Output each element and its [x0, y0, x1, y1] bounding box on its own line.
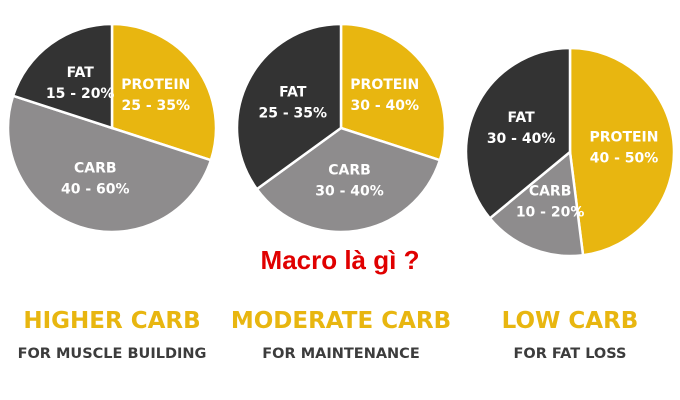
slice-label-name: FAT	[279, 84, 307, 100]
pie-chart-higher-carb: PROTEIN 25 - 35% CARB 40 - 60% FAT 15 - 20% HI…	[6, 22, 218, 362]
slice-label-name: PROTEIN	[590, 130, 659, 146]
slice-label-name: CARB	[74, 160, 117, 176]
pie-slice-fat	[11, 22, 114, 130]
slice-label-name: PROTEIN	[121, 77, 190, 93]
chart-subtitle: FOR FAT LOSS	[513, 346, 626, 362]
pie-slice-carb	[488, 149, 585, 258]
slice-label-range: 25 - 35%	[259, 105, 328, 121]
chart-title: HIGHER CARB	[23, 308, 200, 334]
slice-label-range: 10 - 20%	[516, 204, 585, 220]
pie-slice-fat	[464, 46, 572, 221]
slice-label-name: PROTEIN	[350, 77, 419, 93]
slice-label-range: 30 - 40%	[315, 183, 384, 199]
slice-label-range: 40 - 60%	[61, 181, 130, 197]
slice-label-range: 25 - 35%	[122, 98, 191, 114]
slice-label-range: 30 - 40%	[351, 98, 420, 114]
slice-label-range: 15 - 20%	[46, 86, 115, 102]
chart-subtitle: FOR MAINTENANCE	[262, 346, 419, 362]
slice-label-range: 40 - 50%	[590, 151, 659, 167]
slice-label-range: 30 - 40%	[487, 131, 556, 147]
chart-title: MODERATE CARB	[231, 308, 451, 334]
overlay-caption: Macro là gì ?	[260, 245, 420, 275]
slice-label-name: FAT	[67, 65, 95, 81]
slice-label-name: FAT	[507, 110, 535, 126]
pie-slice-fat	[235, 22, 343, 191]
pie-slice-protein	[110, 22, 218, 162]
chart-title: LOW CARB	[502, 308, 639, 334]
pie-slice-carb	[255, 126, 442, 234]
pie-slice-protein	[568, 46, 676, 257]
pie-slice-protein	[339, 22, 447, 162]
pie-chart-low-carb: PROTEIN 40 - 50% CARB 10 - 20% FAT 30 - 40% LO…	[464, 46, 676, 362]
chart-subtitle: FOR MUSCLE BUILDING	[18, 346, 207, 362]
slice-label-name: CARB	[529, 183, 572, 199]
slice-label-name: CARB	[328, 162, 371, 178]
pie-chart-moderate-carb: PROTEIN 30 - 40% CARB 30 - 40% FAT 25 - 35% MO…	[231, 22, 451, 362]
pie-slice-carb	[6, 94, 213, 234]
